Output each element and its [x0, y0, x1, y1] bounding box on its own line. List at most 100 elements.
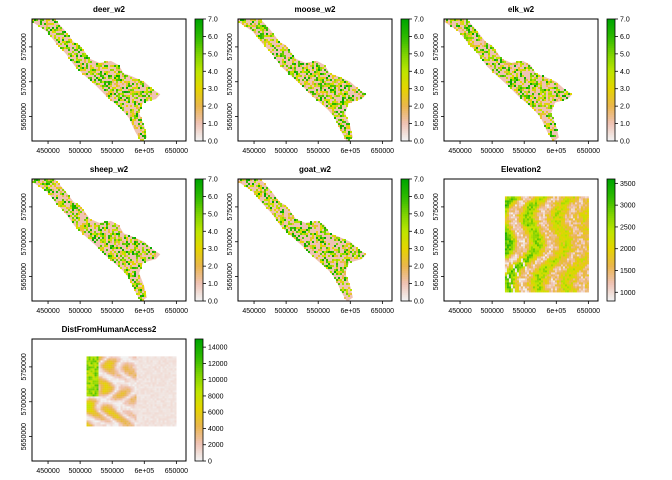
- legend-tick-label: 4000: [208, 426, 224, 433]
- y-tick-label: 5750000: [433, 193, 440, 220]
- x-tick-label: 500000: [68, 148, 91, 155]
- legend-tick-label: 4.0: [620, 69, 630, 76]
- panel-deer_w2: deer_w2 450000 500000 550000 6e+05 650000 5650…: [21, 5, 218, 155]
- x-tick-label: 650000: [165, 468, 188, 475]
- legend-tick-label: 7.0: [620, 17, 630, 24]
- y-tick-label: 5650000: [21, 103, 28, 130]
- plot-frame: [237, 18, 393, 142]
- y-tick-label: 5650000: [227, 263, 234, 290]
- x-tick-label: 650000: [165, 308, 188, 315]
- x-tick-label: 550000: [101, 468, 124, 475]
- legend-tick-label: 0.0: [208, 139, 218, 146]
- color-legend: 0.0 1.0 2.0 3.0 4.0 5.0 6.0 7.0: [606, 17, 630, 146]
- legend-frame: [400, 18, 410, 142]
- legend-tick-label: 5.0: [414, 51, 424, 58]
- x-tick-label: 450000: [242, 308, 265, 315]
- y-tick-label: 5700000: [21, 388, 28, 415]
- plot-frame: [443, 18, 599, 142]
- panel-sheep_w2: sheep_w2 450000 500000 550000 6e+05 650000 565…: [21, 165, 218, 315]
- legend-tick-label: 3.0: [208, 86, 218, 93]
- legend-tick-label: 6.0: [414, 194, 424, 201]
- color-legend: 0.0 1.0 2.0 3.0 4.0 5.0 6.0 7.0: [400, 177, 424, 306]
- legend-tick-label: 3.0: [414, 86, 424, 93]
- color-legend: 0.0 1.0 2.0 3.0 4.0 5.0 6.0 7.0: [400, 17, 424, 146]
- legend-frame: [606, 178, 616, 302]
- legend-tick-label: 1000: [620, 290, 636, 297]
- x-tick-label: 550000: [307, 308, 330, 315]
- raster: [238, 19, 367, 141]
- legend-tick-label: 2.0: [414, 264, 424, 271]
- y-tick-label: 5750000: [227, 193, 234, 220]
- x-tick-label: 650000: [371, 148, 394, 155]
- raster: [32, 179, 161, 301]
- panel-title: sheep_w2: [90, 165, 129, 174]
- legend-tick-label: 5.0: [414, 211, 424, 218]
- x-tick-label: 6e+05: [134, 308, 154, 315]
- legend-tick-label: 4.0: [414, 229, 424, 236]
- legend-tick-label: 2.0: [208, 104, 218, 111]
- x-tick-label: 500000: [480, 308, 503, 315]
- legend-tick-label: 7.0: [208, 177, 218, 184]
- legend-tick-label: 6.0: [620, 34, 630, 41]
- x-tick-label: 450000: [448, 308, 471, 315]
- plot-frame: [31, 338, 187, 462]
- y-tick-label: 5650000: [21, 263, 28, 290]
- plot-frame: [237, 178, 393, 302]
- legend-tick-label: 2.0: [208, 264, 218, 271]
- raster: [32, 19, 161, 141]
- legend-tick-label: 2000: [208, 442, 224, 449]
- y-tick-label: 5650000: [21, 423, 28, 450]
- legend-tick-label: 10000: [208, 377, 228, 384]
- x-tick-label: 650000: [577, 308, 600, 315]
- x-tick-label: 500000: [480, 148, 503, 155]
- legend-tick-label: 1500: [620, 268, 636, 275]
- x-tick-label: 500000: [68, 308, 91, 315]
- x-tick-label: 450000: [36, 468, 59, 475]
- legend-tick-label: 5.0: [208, 51, 218, 58]
- legend-tick-label: 3000: [620, 203, 636, 210]
- x-tick-label: 550000: [513, 308, 536, 315]
- panel-goat_w2: goat_w2 450000 500000 550000 6e+05 650000 5650…: [227, 165, 424, 315]
- x-tick-label: 550000: [101, 148, 124, 155]
- panel-elevation2: Elevation2 450000 500000 550000 6e+05 650000 5…: [433, 165, 636, 315]
- color-legend: 0.0 1.0 2.0 3.0 4.0 5.0 6.0 7.0: [194, 17, 218, 146]
- legend-tick-label: 2500: [620, 224, 636, 231]
- legend-tick-label: 1.0: [620, 121, 630, 128]
- x-tick-label: 500000: [274, 148, 297, 155]
- legend-tick-label: 4.0: [208, 229, 218, 236]
- panel-title: elk_w2: [508, 5, 535, 14]
- legend-tick-label: 12000: [208, 361, 228, 368]
- y-tick-label: 5700000: [227, 68, 234, 95]
- legend-tick-label: 7.0: [414, 17, 424, 24]
- x-tick-label: 500000: [68, 468, 91, 475]
- x-tick-label: 6e+05: [134, 148, 154, 155]
- x-tick-label: 450000: [242, 148, 265, 155]
- legend-tick-label: 5.0: [620, 51, 630, 58]
- y-tick-label: 5750000: [21, 353, 28, 380]
- y-tick-label: 5650000: [433, 103, 440, 130]
- legend-frame: [194, 338, 204, 462]
- y-tick-label: 5750000: [21, 33, 28, 60]
- legend-tick-label: 7.0: [208, 17, 218, 24]
- legend-tick-label: 1.0: [414, 121, 424, 128]
- x-tick-label: 450000: [448, 148, 471, 155]
- x-tick-label: 550000: [307, 148, 330, 155]
- color-legend: 0.0 1.0 2.0 3.0 4.0 5.0 6.0 7.0: [194, 177, 218, 306]
- raster: [504, 196, 589, 293]
- x-tick-label: 6e+05: [546, 308, 566, 315]
- y-tick-label: 5750000: [227, 33, 234, 60]
- color-legend: 1000 1500 2000 2500 3000 3500: [606, 178, 636, 302]
- legend-frame: [194, 18, 204, 142]
- panel-title: moose_w2: [295, 5, 336, 14]
- panel-title: DistFromHumanAccess2: [62, 325, 157, 334]
- plot-frame: [443, 178, 599, 302]
- legend-tick-label: 6.0: [208, 194, 218, 201]
- panel-title: goat_w2: [299, 165, 332, 174]
- x-tick-label: 6e+05: [340, 148, 360, 155]
- panel-distfromhumanaccess2: DistFromHumanAccess2 450000 500000 550000 6e…: [21, 325, 228, 475]
- legend-tick-label: 2.0: [414, 104, 424, 111]
- y-tick-label: 5700000: [433, 228, 440, 255]
- legend-frame: [400, 178, 410, 302]
- legend-tick-label: 6.0: [208, 34, 218, 41]
